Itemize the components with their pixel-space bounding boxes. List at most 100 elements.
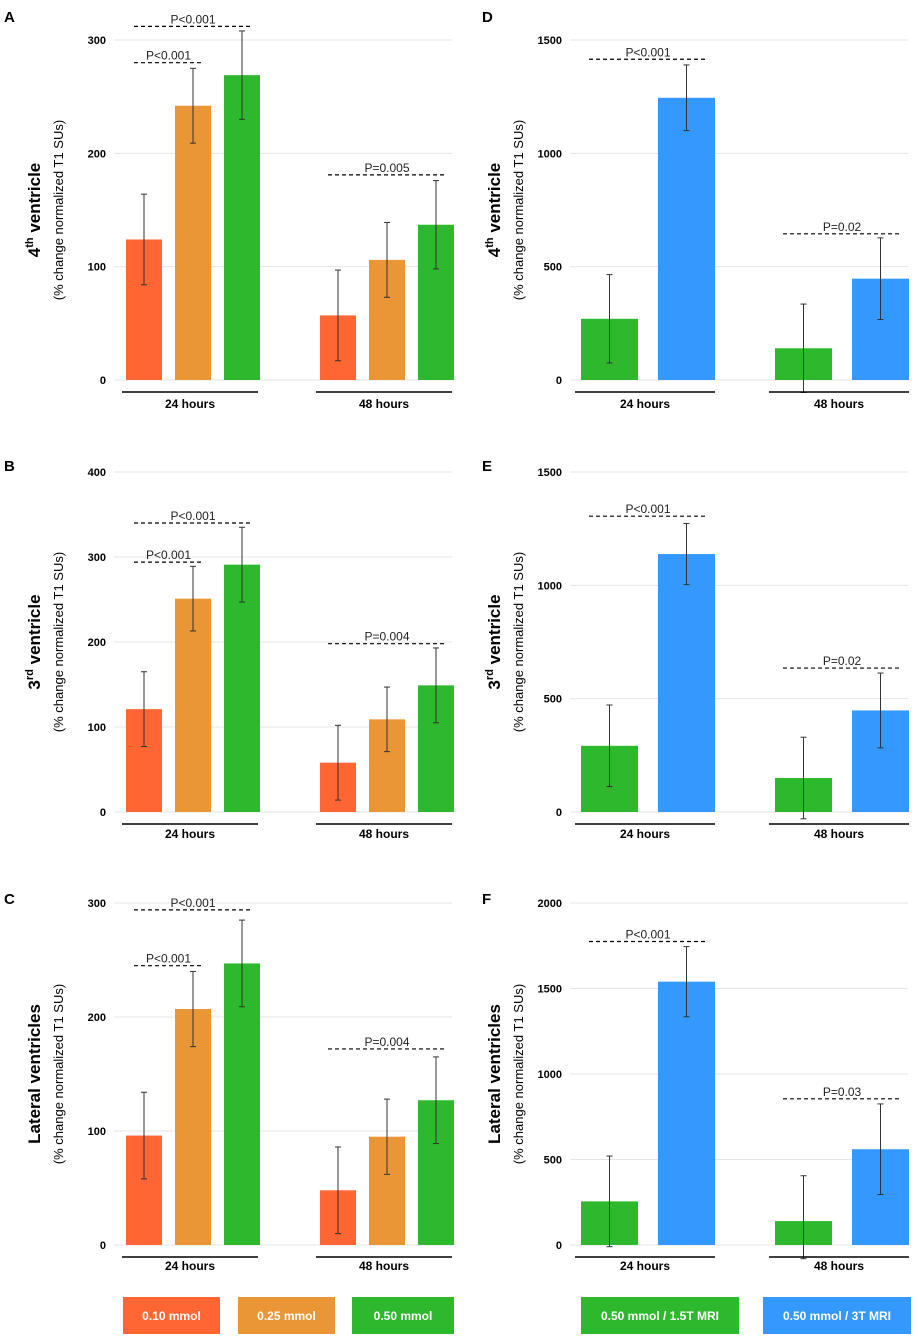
x-group-label: 24 hours [165,397,215,411]
y-axis-title: 3rd ventricle [484,594,504,689]
bar [224,75,260,380]
significance-label: P<0.001 [146,49,191,63]
x-group-label: 48 hours [359,397,409,411]
panel-letter: B [4,458,15,475]
significance-label: P=0.005 [364,161,409,175]
panel-letter: D [482,9,493,26]
y-axis-subtitle: (% change normalized T1 SUs) [51,120,66,300]
y-tick-label: 0 [100,1240,106,1252]
significance-label: P<0.001 [625,502,670,516]
x-group-label: 24 hours [165,1259,215,1273]
panel-c: C 0 100 200 300 Lateral ventricles (% change n… [4,891,454,1273]
bar [658,981,715,1245]
y-axis-subtitle: (% change normalized T1 SUs) [51,984,66,1164]
x-group-label: 24 hours [165,827,215,841]
y-axis-title-rest: ventricle [25,594,44,669]
y-tick-label: 200 [88,637,106,649]
significance-label: P<0.001 [146,952,191,966]
y-tick-label: 300 [88,35,106,47]
y-tick-label: 100 [88,262,106,274]
significance-label: P=0.02 [823,654,862,668]
panel-d: D 0 500 1000 1500 4th ventricle (% change norm… [482,9,909,411]
y-axis-title: 4th ventricle [484,163,504,258]
panel-b: B 0 100 200 300 400 3rd ventricle (% change nor… [4,458,454,841]
significance-label: P=0.004 [364,1035,409,1049]
bar [224,963,260,1245]
bar [175,598,211,812]
y-tick-label: 1000 [538,1069,562,1081]
y-axis-subtitle: (% change normalized T1 SUs) [511,984,526,1164]
panel-a: A 0 100 200 300 4th ventricle (% change normal… [4,9,454,411]
y-tick-label: 0 [556,1240,562,1252]
y-tick-label: 0 [556,375,562,387]
x-group-label: 48 hours [814,827,864,841]
y-axis-title-main: 4 [25,247,44,257]
y-axis-title: 3rd ventricle [24,594,44,689]
significance-label: P=0.004 [364,630,409,644]
panel-e: E 0 500 1000 1500 3rd ventricle (% change norm… [482,458,909,841]
y-tick-label: 200 [88,148,106,160]
x-group-label: 48 hours [359,827,409,841]
x-group-label: 48 hours [814,1259,864,1273]
x-group-label: 48 hours [359,1259,409,1273]
legend-item: 0.25 mmol [238,1297,335,1334]
panel-f: F 0 500 1000 1500 2000 Lateral ventricles (% ch… [482,891,909,1273]
panel-letter: C [4,891,15,908]
significance-label: P=0.02 [823,220,862,234]
significance-label: P<0.001 [170,12,215,26]
y-tick-label: 1500 [538,467,562,479]
legend-item: 0.10 mmol [123,1297,220,1334]
bar [175,1009,211,1245]
panel-letter: A [4,9,15,26]
panel-letter: E [482,458,492,475]
y-tick-label: 100 [88,1126,106,1138]
y-axis-title-sup: rd [484,669,496,680]
x-group-label: 48 hours [814,397,864,411]
y-tick-label: 500 [544,694,562,706]
significance-label: P<0.001 [170,509,215,523]
bar [175,105,211,380]
significance-label: P<0.001 [625,45,670,59]
y-tick-label: 2000 [538,898,562,910]
legend-item: 0.50 mmol / 3T MRI [763,1297,911,1334]
y-axis-title-rest: ventricle [485,594,504,669]
significance-label: P<0.001 [170,896,215,910]
panel-letter: F [482,891,491,908]
y-axis-title-sup: rd [24,669,36,680]
x-group-label: 24 hours [620,397,670,411]
y-tick-label: 0 [100,375,106,387]
significance-label: P<0.001 [625,927,670,941]
significance-label: P<0.001 [146,548,191,562]
y-axis-title-sup: th [24,237,36,248]
bar [658,97,715,381]
y-tick-label: 1500 [538,984,562,996]
y-tick-label: 200 [88,1012,106,1024]
y-axis-title-main: 3 [25,680,44,689]
y-tick-label: 500 [544,1155,562,1167]
y-axis-title-main: Lateral ventricles [485,1004,504,1144]
y-axis-title-sup: th [484,237,496,248]
legend-item: 0.50 mmol / 1.5T MRI [581,1297,739,1334]
y-axis-subtitle: (% change normalized T1 SUs) [511,552,526,732]
y-axis-title-main: 4 [485,247,504,257]
y-axis-title-main: 3 [485,680,504,689]
y-axis-title-main: Lateral ventricles [25,1004,44,1144]
bar [224,564,260,812]
y-axis-title-rest: ventricle [485,163,504,238]
y-tick-label: 100 [88,722,106,734]
x-group-label: 24 hours [620,1259,670,1273]
y-tick-label: 0 [100,807,106,819]
y-axis-subtitle: (% change normalized T1 SUs) [511,120,526,300]
x-group-label: 24 hours [620,827,670,841]
y-tick-label: 300 [88,898,106,910]
y-tick-label: 1000 [538,148,562,160]
legend-item: 0.50 mmol [352,1297,454,1334]
y-axis-title-rest: ventricle [25,163,44,238]
y-axis-title: 4th ventricle [24,163,44,258]
y-tick-label: 1500 [538,35,562,47]
y-tick-label: 0 [556,807,562,819]
bar [658,554,715,812]
significance-label: P=0.03 [823,1085,862,1099]
y-tick-label: 500 [544,262,562,274]
